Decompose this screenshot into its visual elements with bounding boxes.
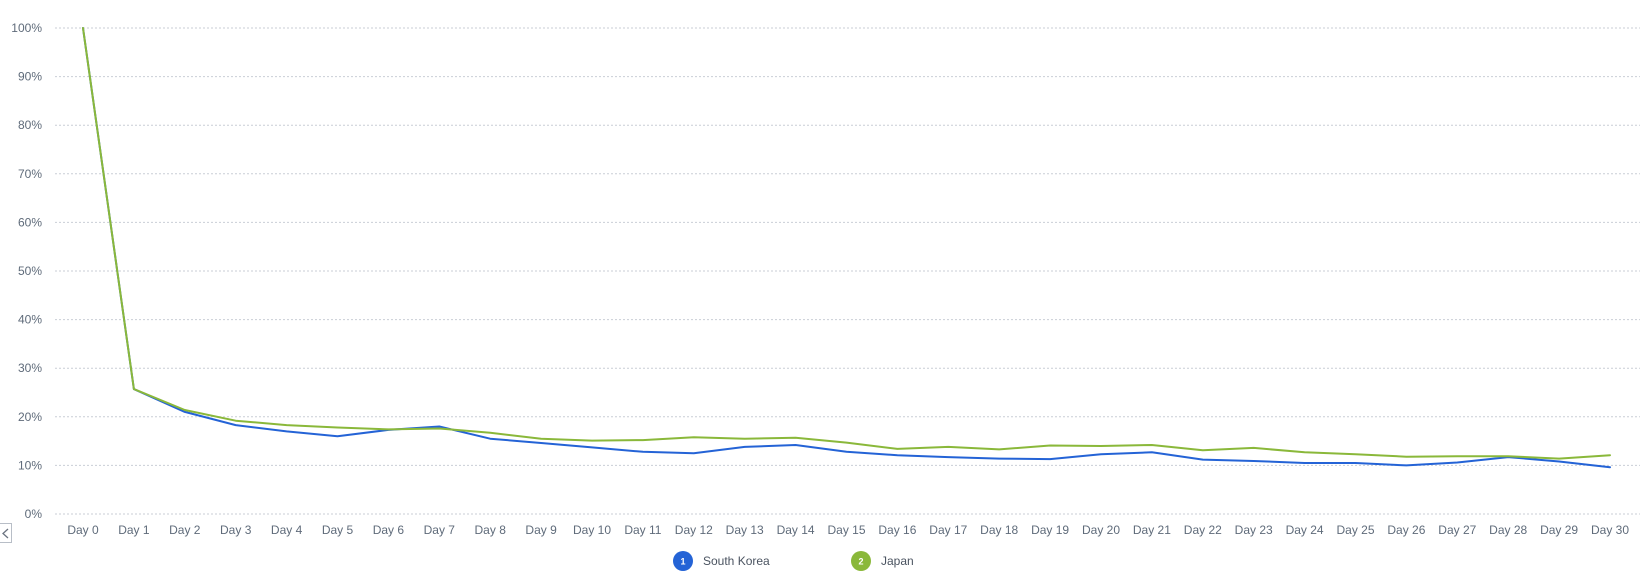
x-tick-label: Day 21	[1133, 523, 1171, 537]
x-tick-label: Day 13	[726, 523, 764, 537]
legend-item-japan[interactable]: 2 Japan	[851, 551, 914, 571]
collapse-panel-button[interactable]	[0, 523, 12, 543]
x-tick-label: Day 19	[1031, 523, 1069, 537]
x-axis-ticks: Day 0 Day 1 Day 2 Day 3 Day 4 Day 5 Day 6 Day 7…	[67, 523, 1629, 537]
series-line-japan[interactable]	[82, 27, 1611, 460]
x-tick-label: Day 24	[1286, 523, 1324, 537]
x-tick-label: Day 27	[1438, 523, 1476, 537]
x-tick-label: Day 28	[1489, 523, 1527, 537]
x-tick-label: Day 4	[271, 523, 303, 537]
x-tick-label: Day 5	[322, 523, 354, 537]
series-lines	[82, 27, 1611, 469]
x-tick-label: Day 22	[1184, 523, 1222, 537]
x-tick-label: Day 8	[475, 523, 507, 537]
y-tick-label: 80%	[18, 118, 42, 132]
legend: 1 South Korea 2 Japan	[673, 551, 914, 571]
x-tick-label: Day 17	[929, 523, 967, 537]
y-tick-label: 90%	[18, 70, 42, 84]
y-tick-label: 60%	[18, 215, 42, 229]
y-axis-ticks: 0% 10% 20% 30% 40% 50% 60% 70% 80% 90% 100%	[11, 21, 42, 521]
x-tick-label: Day 9	[525, 523, 557, 537]
x-tick-label: Day 1	[118, 523, 150, 537]
y-tick-label: 70%	[18, 167, 42, 181]
legend-label: Japan	[881, 554, 914, 568]
series-line-south-korea[interactable]	[82, 27, 1611, 469]
y-tick-label: 100%	[11, 21, 42, 35]
x-tick-label: Day 10	[573, 523, 611, 537]
x-tick-label: Day 0	[67, 523, 99, 537]
x-tick-label: Day 2	[169, 523, 201, 537]
y-tick-label: 40%	[18, 313, 42, 327]
x-tick-label: Day 14	[777, 523, 815, 537]
x-tick-label: Day 16	[878, 523, 916, 537]
y-tick-label: 30%	[18, 361, 42, 375]
x-tick-label: Day 7	[424, 523, 456, 537]
x-tick-label: Day 23	[1235, 523, 1273, 537]
legend-label: South Korea	[703, 554, 770, 568]
x-tick-label: Day 18	[980, 523, 1018, 537]
legend-marker	[851, 551, 871, 571]
x-tick-label: Day 12	[675, 523, 713, 537]
y-tick-label: 20%	[18, 410, 42, 424]
x-tick-label: Day 6	[373, 523, 405, 537]
x-tick-label: Day 29	[1540, 523, 1578, 537]
grid-lines	[55, 27, 1640, 515]
legend-number: 2	[858, 557, 863, 567]
chevron-left-icon	[2, 528, 9, 539]
x-tick-label: Day 3	[220, 523, 252, 537]
x-tick-label: Day 26	[1387, 523, 1425, 537]
x-tick-label: Day 25	[1336, 523, 1374, 537]
legend-number: 1	[680, 557, 685, 567]
legend-item-south-korea[interactable]: 1 South Korea	[673, 551, 770, 571]
x-tick-label: Day 30	[1591, 523, 1629, 537]
x-tick-label: Day 15	[827, 523, 865, 537]
x-tick-label: Day 20	[1082, 523, 1120, 537]
x-tick-label: Day 11	[624, 523, 661, 537]
legend-marker	[673, 551, 693, 571]
y-tick-label: 50%	[18, 264, 42, 278]
y-tick-label: 10%	[18, 458, 42, 472]
y-tick-label: 0%	[25, 507, 43, 521]
